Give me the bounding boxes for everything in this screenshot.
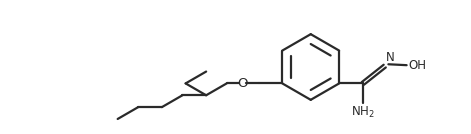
Text: O: O (237, 77, 248, 90)
Text: N: N (386, 51, 394, 64)
Text: NH$_2$: NH$_2$ (351, 105, 375, 120)
Text: OH: OH (408, 59, 426, 72)
